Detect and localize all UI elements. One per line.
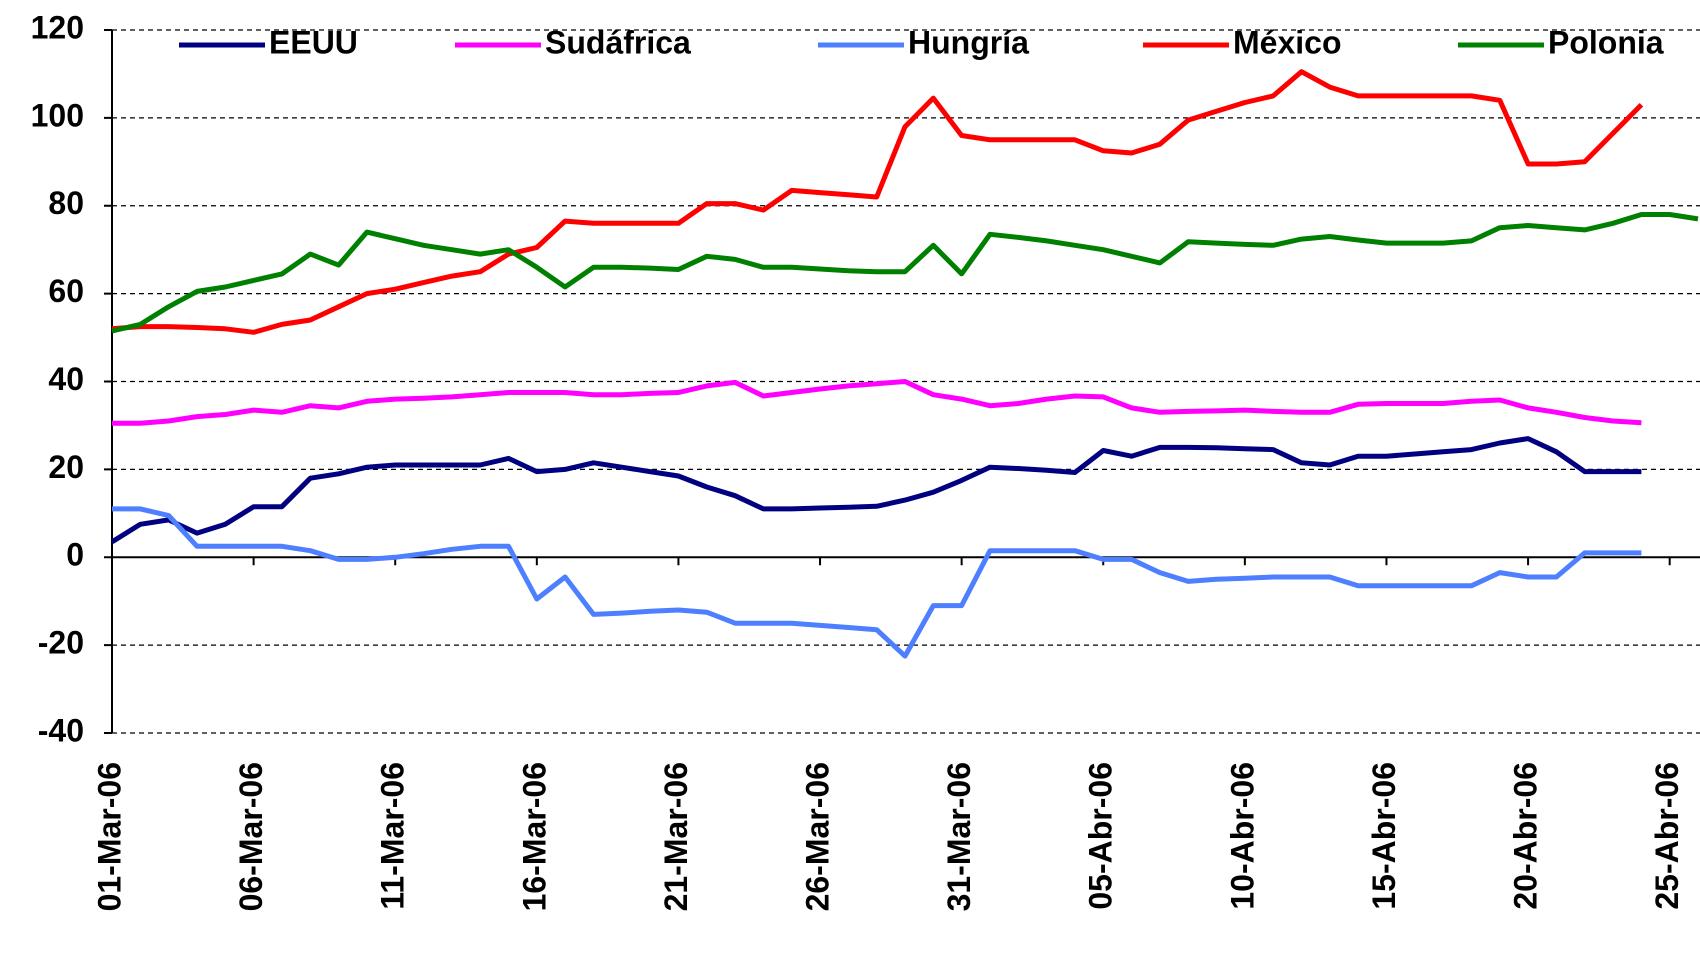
x-tick-label: 15-Abr-06 [1366, 762, 1402, 910]
y-tick-label: 0 [66, 537, 84, 573]
x-tick-label: 31-Mar-06 [941, 762, 977, 911]
line-series [112, 506, 1642, 659]
line-series [110, 436, 1642, 545]
x-tick-label: 06-Mar-06 [233, 762, 269, 911]
x-tick-label: 10-Abr-06 [1224, 762, 1260, 910]
line-series [111, 212, 1699, 334]
x-tick-label: 20-Abr-06 [1508, 762, 1544, 910]
y-tick-label: 20 [48, 449, 84, 485]
legend-label: Hungría [908, 24, 1029, 60]
x-tick-label: 01-Mar-06 [91, 762, 127, 911]
x-tick-label: 11-Mar-06 [375, 762, 411, 910]
x-tick-label: 05-Abr-06 [1083, 762, 1119, 910]
y-tick-label: 120 [31, 9, 84, 45]
x-tick-label: 21-Mar-06 [658, 762, 694, 911]
y-tick-label: -20 [38, 625, 84, 661]
x-tick-label: 25-Abr-06 [1649, 762, 1685, 910]
line-series [111, 69, 1644, 335]
legend-label: Polonia [1548, 24, 1664, 60]
legend-label: Sudáfrica [545, 24, 691, 60]
y-tick-label: 40 [48, 361, 84, 397]
line-series [112, 379, 1642, 426]
y-tick-label: -40 [38, 712, 84, 748]
y-tick-label: 100 [31, 97, 84, 133]
x-tick-label: 16-Mar-06 [516, 762, 552, 911]
y-tick-label: 60 [48, 273, 84, 309]
x-tick-label: 26-Mar-06 [799, 762, 835, 911]
legend-label: México [1233, 24, 1341, 60]
y-tick-label: 80 [48, 185, 84, 221]
legend-label: EEUU [269, 24, 358, 60]
